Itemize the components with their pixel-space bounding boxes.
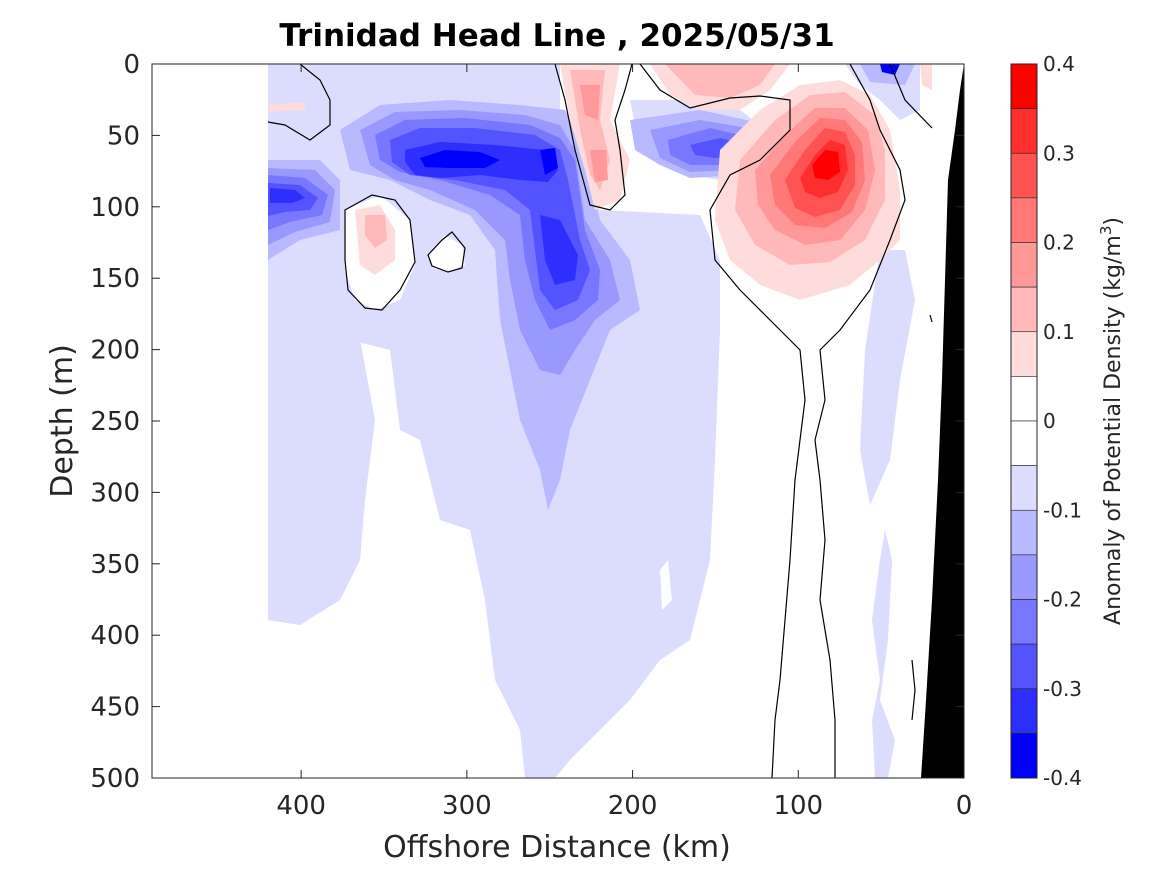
colorbar-swatch (1010, 599, 1038, 645)
x-tick-label: 200 (608, 791, 658, 821)
colorbar-swatch (1010, 420, 1038, 466)
colorbar-tick-label: 0 (1043, 409, 1056, 433)
colorbar-tick-label: -0.2 (1043, 588, 1082, 612)
y-tick-label: 450 (90, 693, 140, 723)
y-tick-label: 300 (90, 478, 140, 508)
colorbar-tick-label: 0.2 (1043, 231, 1075, 255)
colorbar-tick-label: 0.4 (1043, 52, 1075, 76)
colorbar-swatch (1010, 286, 1038, 333)
colorbar-tick-label: 0.1 (1043, 320, 1075, 344)
y-tick-label: 100 (90, 193, 140, 223)
colorbar-swatch (1010, 197, 1038, 243)
colorbar-label: Anomaly of Potential Density (kg/m3) (1097, 217, 1126, 625)
x-tick-label: 300 (442, 791, 492, 821)
colorbar-tick-label: -0.3 (1043, 677, 1082, 701)
anomaly-fill-plus-0-35 (812, 150, 840, 180)
colorbar-label-text: Anomaly of Potential Density (kg/m (1101, 235, 1126, 625)
y-tick-label: 50 (107, 121, 140, 151)
y-tick-label: 400 (90, 621, 140, 651)
colorbar-swatch (1010, 152, 1038, 199)
colorbar-swatch (1010, 643, 1038, 690)
zero-contour-lines (267, 64, 933, 778)
y-tick-label: 500 (90, 764, 140, 794)
colorbar-tick-label: -0.4 (1043, 766, 1082, 790)
colorbar-label-sup: 3 (1097, 226, 1115, 236)
colorbar-swatch (1010, 376, 1038, 422)
colorbar-frame (1010, 63, 1038, 779)
colorbar-swatch (1010, 688, 1038, 734)
colorbar-tick-label: -0.1 (1043, 498, 1082, 522)
anomaly-fill-minus-0-35 (420, 64, 900, 175)
y-tick-label: 200 (90, 336, 140, 366)
x-tick-label: 100 (773, 791, 823, 821)
y-tick-label: 350 (90, 550, 140, 580)
zero-band-patch (660, 560, 672, 610)
colorbar-swatch (1010, 331, 1038, 377)
x-axis-label: Offshore Distance (km) (383, 830, 731, 865)
colorbar-label-close: ) (1101, 217, 1126, 226)
colorbar-ticks: 0.4 0.3 0.2 0.1 0 -0.1 -0.2 -0.3 -0.4 (1043, 52, 1082, 790)
y-axis-label: Depth (m) (45, 344, 80, 498)
chart-title: Trinidad Head Line , 2025/05/31 (279, 18, 834, 54)
colorbar-swatch (1010, 108, 1038, 154)
y-tick-label: 150 (90, 264, 140, 294)
x-tick-label: 400 (276, 791, 326, 821)
colorbar (1010, 63, 1038, 779)
colorbar-swatch (1010, 554, 1038, 600)
y-tick-label: 0 (123, 50, 140, 80)
plot-area (152, 64, 964, 778)
colorbar-swatch (1010, 242, 1038, 288)
bathymetry-shelf (921, 64, 964, 778)
y-axis: 0 50 100 150 200 250 300 350 400 450 500 (90, 50, 964, 794)
x-tick-label: 0 (956, 791, 973, 821)
colorbar-swatch (1010, 63, 1038, 109)
colorbar-swatch (1010, 509, 1038, 556)
colorbar-swatch (1010, 465, 1038, 511)
colorbar-tick-label: 0.3 (1043, 141, 1075, 165)
y-tick-label: 250 (90, 407, 140, 437)
colorbar-swatch (1010, 733, 1038, 779)
x-axis: 400 300 200 100 0 (276, 64, 972, 821)
